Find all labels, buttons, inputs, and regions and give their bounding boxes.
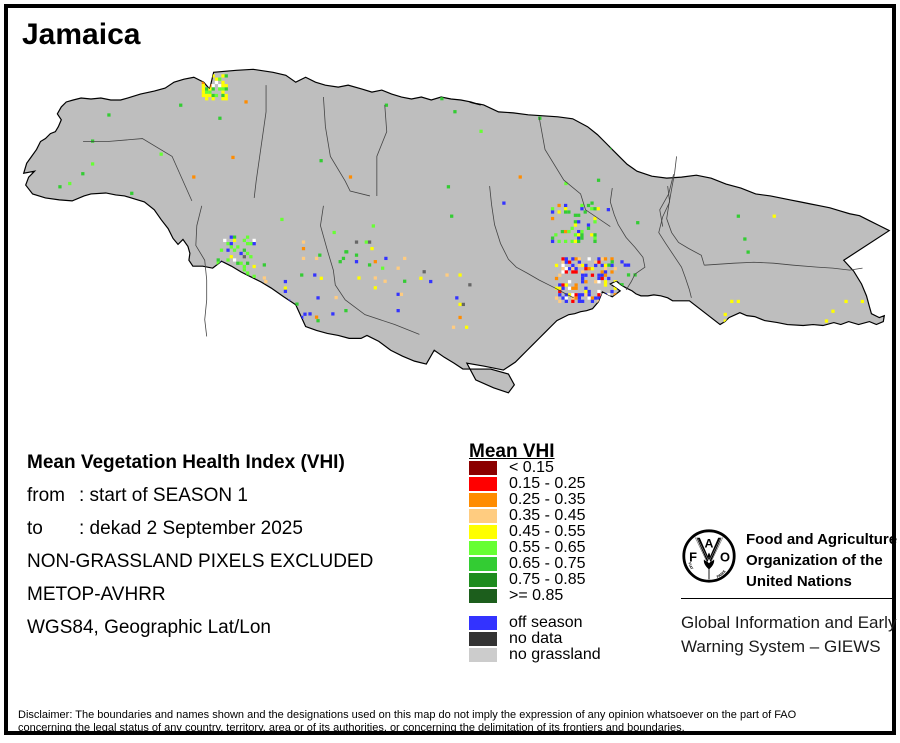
svg-text:A: A bbox=[705, 537, 714, 551]
svg-text:O: O bbox=[720, 550, 730, 565]
